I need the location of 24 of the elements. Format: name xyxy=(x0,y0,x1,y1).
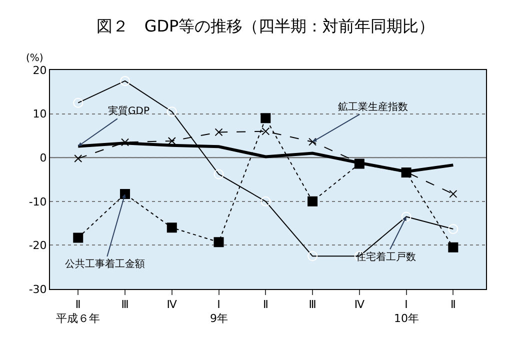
y-tick-label: -30 xyxy=(28,282,47,296)
y-axis-title: (%) xyxy=(26,53,44,64)
series-label: 公共工事着工金額 xyxy=(65,258,145,270)
chart-title: 図２ GDP等の推移（四半期：対前年同期比） xyxy=(96,16,435,36)
text: 平成６年 xyxy=(56,312,100,325)
y-tick-label: 20 xyxy=(32,64,47,77)
x-tick-label: Ⅰ xyxy=(404,298,408,312)
x-tick-label: Ⅰ xyxy=(217,298,220,312)
y-tick-label: 10 xyxy=(32,108,47,121)
y-tick-label: 0 xyxy=(40,151,47,164)
x-tick-label: Ⅲ xyxy=(308,298,316,312)
x-tick-label: Ⅱ xyxy=(75,298,81,312)
y-tick-label: -10 xyxy=(28,195,47,208)
text: 10年 xyxy=(394,312,419,325)
x-tick-label: Ⅱ xyxy=(262,298,268,312)
text: 9年 xyxy=(210,312,228,325)
x-tick-label: Ⅲ xyxy=(121,298,129,312)
x-tick-label: Ⅳ xyxy=(354,298,366,312)
x-tick-label: Ⅳ xyxy=(166,298,178,312)
series-label: 住宅着工戸数 xyxy=(356,251,416,263)
y-tick-label: -20 xyxy=(28,239,47,252)
x-tick-label: Ⅱ xyxy=(450,298,456,312)
text: 実質GDP xyxy=(108,105,150,117)
text: 鉱工業生産指数 xyxy=(338,101,408,113)
